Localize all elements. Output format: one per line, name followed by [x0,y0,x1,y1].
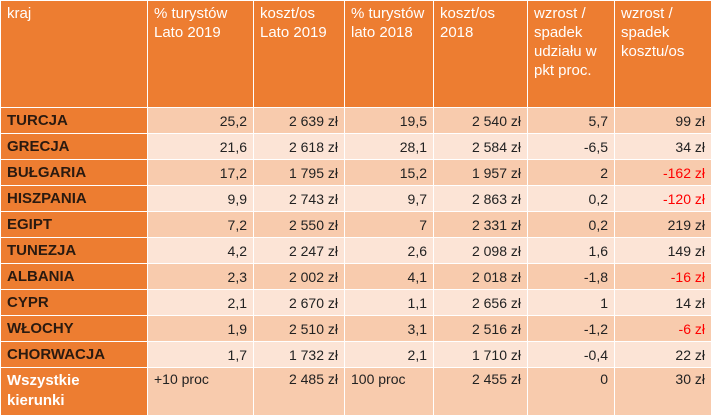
cell-share-change: 0 [528,368,615,416]
cell-share-change: 5,7 [528,108,615,134]
cell-share-change: 0,2 [528,212,615,238]
cell-share-change: -1,2 [528,316,615,342]
cell-country: WŁOCHY [1,316,148,342]
cell-cost-2018: 2 455 zł [434,368,528,416]
cell-cost-2018: 2 863 zł [434,186,528,212]
header-share-2018: % turystów lato 2018 [345,1,434,108]
cell-cost-2018: 2 656 zł [434,290,528,316]
cell-cost-change: 99 zł [615,108,711,134]
cell-share-change: 1 [528,290,615,316]
cell-cost-2019: 1 795 zł [254,160,345,186]
cell-country: CHORWACJA [1,342,148,368]
header-row: kraj % turystów Lato 2019 koszt/os Lato … [1,1,711,108]
cell-share-change: 2 [528,160,615,186]
cell-cost-2019: 2 550 zł [254,212,345,238]
cell-share-change: -0,4 [528,342,615,368]
cell-share-2019: 1,7 [148,342,254,368]
cell-country: Wszystkie kierunki [1,368,148,416]
cell-country: CYPR [1,290,148,316]
cell-share-2019: 9,9 [148,186,254,212]
cell-cost-2019: 2 639 zł [254,108,345,134]
cell-cost-2019: 2 002 zł [254,264,345,290]
cell-cost-change: -120 zł [615,186,711,212]
cell-share-change: -6,5 [528,134,615,160]
cell-cost-2019: 2 618 zł [254,134,345,160]
cell-cost-2018: 2 018 zł [434,264,528,290]
cell-share-2018: 9,7 [345,186,434,212]
cell-share-2019: 2,3 [148,264,254,290]
cell-cost-2018: 2 331 zł [434,212,528,238]
cell-cost-2019: 2 510 zł [254,316,345,342]
header-country: kraj [1,1,148,108]
cell-share-2019: 4,2 [148,238,254,264]
cell-cost-change: 30 zł [615,368,711,416]
cell-share-change: -1,8 [528,264,615,290]
cell-country: HISZPANIA [1,186,148,212]
cell-cost-2018: 1 957 zł [434,160,528,186]
cell-country: ALBANIA [1,264,148,290]
header-cost-2019: koszt/os Lato 2019 [254,1,345,108]
cell-cost-change: 14 zł [615,290,711,316]
header-cost-2018: koszt/os 2018 [434,1,528,108]
cell-cost-2018: 2 516 zł [434,316,528,342]
cell-cost-change: 149 zł [615,238,711,264]
cell-share-2019: 25,2 [148,108,254,134]
cell-share-2019: 2,1 [148,290,254,316]
cell-share-2018: 1,1 [345,290,434,316]
cell-share-2018: 7 [345,212,434,238]
cell-share-2019: +10 proc [148,368,254,416]
cell-share-2018: 2,6 [345,238,434,264]
cell-share-2019: 21,6 [148,134,254,160]
cell-share-2019: 1,9 [148,316,254,342]
cell-country: BUŁGARIA [1,160,148,186]
header-share-change: wzrost / spadek udziału w pkt proc. [528,1,615,108]
cell-cost-2019: 2 670 zł [254,290,345,316]
cell-share-2018: 19,5 [345,108,434,134]
cell-share-2018: 28,1 [345,134,434,160]
cell-cost-change: 34 zł [615,134,711,160]
header-cost-change: wzrost / spadek kosztu/os [615,1,711,108]
cell-cost-2018: 1 710 zł [434,342,528,368]
cell-cost-change: -6 zł [615,316,711,342]
cell-cost-change: 22 zł [615,342,711,368]
cell-cost-2019: 2 485 zł [254,368,345,416]
cell-cost-change: 219 zł [615,212,711,238]
header-share-2019: % turystów Lato 2019 [148,1,254,108]
cell-cost-2019: 2 743 zł [254,186,345,212]
cell-country: GRECJA [1,134,148,160]
cell-country: TUNEZJA [1,238,148,264]
cell-country: TURCJA [1,108,148,134]
cell-share-2018: 100 proc [345,368,434,416]
cell-share-2019: 7,2 [148,212,254,238]
cell-cost-2019: 2 247 zł [254,238,345,264]
cell-cost-2018: 2 540 zł [434,108,528,134]
cell-cost-2018: 2 098 zł [434,238,528,264]
cell-cost-2018: 2 584 zł [434,134,528,160]
cell-share-2018: 2,1 [345,342,434,368]
cell-cost-2019: 1 732 zł [254,342,345,368]
cell-share-change: 1,6 [528,238,615,264]
cell-share-change: 0,2 [528,186,615,212]
cell-share-2018: 3,1 [345,316,434,342]
cell-share-2018: 15,2 [345,160,434,186]
cell-share-2018: 4,1 [345,264,434,290]
cell-country: EGIPT [1,212,148,238]
cell-cost-change: -162 zł [615,160,711,186]
cell-share-2019: 17,2 [148,160,254,186]
cell-cost-change: -16 zł [615,264,711,290]
